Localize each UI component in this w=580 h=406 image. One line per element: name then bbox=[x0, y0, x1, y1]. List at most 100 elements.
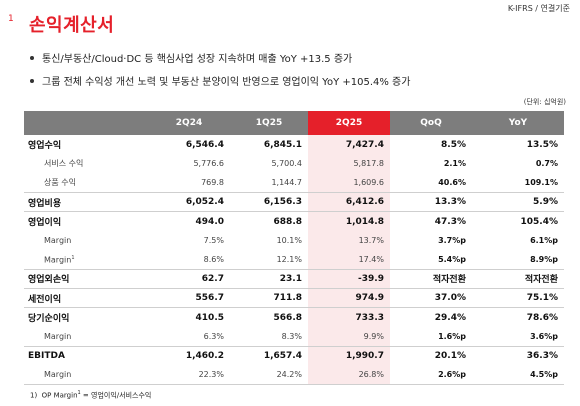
header-2q24: 2Q24 bbox=[148, 111, 230, 135]
value-text: 974.9 bbox=[355, 293, 384, 304]
value-cell: 974.9 bbox=[308, 287, 390, 308]
table-row: 세전이익 556.7 711.8 974.9 37.0% 75.1% bbox=[24, 287, 564, 308]
table-row: Margin 6.3% 8.3% 9.9% 1.6%p 3.6%p bbox=[24, 326, 564, 347]
value-cell: 6,412.6 bbox=[308, 192, 390, 212]
value-text: 6,845.1 bbox=[263, 139, 302, 150]
value-cell: 688.8 bbox=[230, 211, 308, 231]
value-cell: 36.3% bbox=[472, 345, 564, 366]
row-label-text: 영업비용 bbox=[28, 198, 62, 209]
row-label-text: Margin bbox=[44, 255, 72, 265]
value-cell: 13.5% bbox=[472, 135, 564, 154]
header-yoy: YoY bbox=[472, 111, 564, 135]
value-cell: 1,657.4 bbox=[230, 345, 308, 366]
row-label: 상품 수익 bbox=[24, 173, 148, 192]
value-text: 40.6% bbox=[438, 178, 466, 188]
value-cell: 20.1% bbox=[390, 345, 472, 366]
footnote-sup: 1 bbox=[77, 390, 81, 396]
value-text: 688.8 bbox=[273, 216, 302, 227]
value-text: 769.8 bbox=[201, 178, 224, 188]
table-row: 영업외손익 62.7 23.1 -39.9 적자전환 적자전환 bbox=[24, 268, 564, 289]
row-label: 영업이익 bbox=[24, 211, 148, 231]
value-text: 556.7 bbox=[195, 293, 224, 304]
value-cell: 109.1% bbox=[472, 173, 564, 192]
value-cell: 1,460.2 bbox=[148, 345, 230, 366]
row-label: EBITDA bbox=[24, 345, 148, 366]
table-row: 영업이익 494.0 688.8 1,014.8 47.3% 105.4% bbox=[24, 211, 564, 231]
row-label: 영업외손익 bbox=[24, 268, 148, 289]
footnote-label: OP Margin bbox=[41, 391, 78, 400]
value-cell: 1,990.7 bbox=[308, 345, 390, 366]
value-text: 1,014.8 bbox=[345, 216, 384, 227]
value-cell: 5,817.8 bbox=[308, 154, 390, 174]
value-text: 3.7%p bbox=[438, 236, 466, 246]
value-text: 23.1 bbox=[279, 273, 302, 284]
row-label-text: Margin bbox=[44, 236, 72, 246]
value-cell: 13.7% bbox=[308, 230, 390, 251]
value-cell: 적자전환 bbox=[390, 268, 472, 289]
value-cell: 8.6% bbox=[148, 250, 230, 269]
value-cell: 8.5% bbox=[390, 135, 472, 154]
value-cell: 6.3% bbox=[148, 327, 230, 346]
header-2q25: 2Q25 bbox=[308, 111, 390, 135]
value-text: 0.7% bbox=[535, 159, 558, 169]
value-cell: 7.5% bbox=[148, 231, 230, 250]
value-text: 5,776.6 bbox=[193, 159, 224, 169]
value-text: 13.7% bbox=[358, 236, 384, 246]
value-text: 20.1% bbox=[434, 350, 466, 361]
value-cell: 75.1% bbox=[472, 287, 564, 308]
row-label: 서비스 수익 bbox=[24, 154, 148, 173]
value-cell: 7,427.4 bbox=[308, 135, 390, 155]
table-row: 영업비용 6,052.4 6,156.3 6,412.6 13.3% 5.9% bbox=[24, 192, 564, 212]
footnote-text: = 영업이익/서비스수익 bbox=[80, 391, 152, 400]
value-cell: 40.6% bbox=[390, 173, 472, 192]
value-cell: 6,156.3 bbox=[230, 192, 308, 212]
value-cell: 22.3% bbox=[148, 365, 230, 385]
value-text: 1,657.4 bbox=[263, 350, 302, 361]
value-cell: 5.9% bbox=[472, 192, 564, 212]
value-text: -39.9 bbox=[358, 273, 384, 284]
table-row: 당기순이익 410.5 566.8 733.3 29.4% 78.6% bbox=[24, 307, 564, 327]
row-label-text: EBITDA bbox=[28, 350, 65, 361]
value-text: 13.3% bbox=[434, 197, 466, 208]
value-text: 26.8% bbox=[358, 370, 384, 380]
value-text: 4.5%p bbox=[530, 370, 558, 380]
value-text: 12.1% bbox=[276, 254, 302, 264]
value-cell: 2.6%p bbox=[390, 365, 472, 385]
row-label-text: 영업수익 bbox=[28, 141, 62, 152]
value-cell: 78.6% bbox=[472, 307, 564, 327]
value-text: 8.5% bbox=[441, 139, 466, 150]
value-cell: 5,776.6 bbox=[148, 154, 230, 173]
value-cell: 6,845.1 bbox=[230, 135, 308, 154]
row-label-text: 세전이익 bbox=[28, 294, 62, 305]
value-text: 1,460.2 bbox=[185, 350, 224, 361]
value-cell: 9.9% bbox=[308, 326, 390, 347]
row-label: Margin bbox=[24, 327, 148, 346]
value-cell: 769.8 bbox=[148, 173, 230, 192]
value-cell: 13.3% bbox=[390, 192, 472, 212]
value-cell: 1,144.7 bbox=[230, 173, 308, 192]
value-cell: 12.1% bbox=[230, 250, 308, 269]
value-cell: 37.0% bbox=[390, 287, 472, 308]
value-text: 8.6% bbox=[203, 254, 224, 264]
value-text: 10.1% bbox=[276, 236, 302, 246]
value-text: 3.6%p bbox=[530, 331, 558, 341]
value-cell: 1,609.6 bbox=[308, 173, 390, 193]
value-text: 494.0 bbox=[195, 216, 224, 227]
row-label: 영업수익 bbox=[24, 135, 148, 154]
value-text: 62.7 bbox=[201, 273, 224, 284]
value-text: 2.1% bbox=[443, 159, 466, 169]
value-cell: 10.1% bbox=[230, 231, 308, 250]
value-text: 6.1%p bbox=[530, 236, 558, 246]
value-cell: 17.4% bbox=[308, 250, 390, 270]
table-row: Margin1 8.6% 12.1% 17.4% 5.4%p 8.9%p bbox=[24, 250, 564, 270]
row-label: Margin bbox=[24, 365, 148, 385]
value-cell: 711.8 bbox=[230, 287, 308, 308]
value-text: 5,817.8 bbox=[353, 159, 384, 169]
value-cell: 5.4%p bbox=[390, 250, 472, 269]
row-label: 영업비용 bbox=[24, 192, 148, 212]
row-label: 당기순이익 bbox=[24, 307, 148, 327]
value-cell: 4.5%p bbox=[472, 365, 564, 385]
value-cell: 3.6%p bbox=[472, 327, 564, 346]
bullet-list: 통신/부동산/Cloud·DC 등 핵심사업 성장 지속하며 매출 YoY +1… bbox=[30, 46, 410, 92]
accounting-standard-tag: K-IFRS / 연결기준 bbox=[507, 4, 570, 13]
